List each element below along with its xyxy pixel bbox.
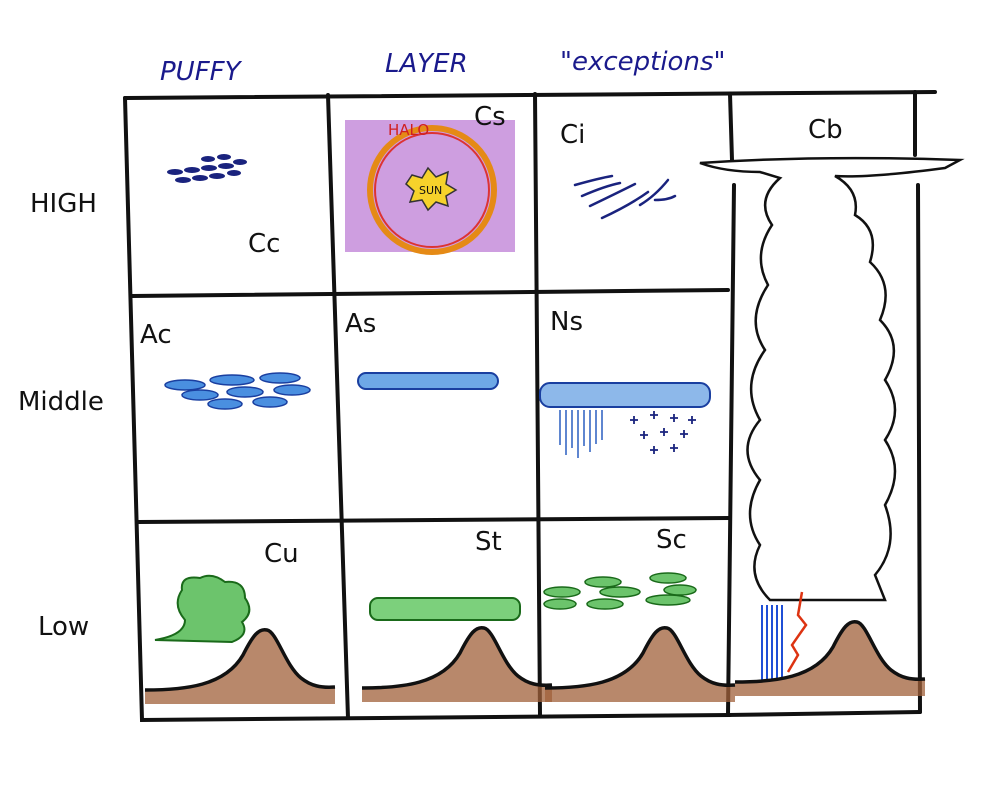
grid-line <box>123 96 732 723</box>
rain <box>559 410 603 458</box>
stratocumulus <box>543 572 697 610</box>
snow <box>630 411 696 454</box>
cell-label: Ac <box>140 320 172 350</box>
grid-line <box>533 92 542 717</box>
altostratus <box>357 372 499 390</box>
row-label: Low <box>38 612 89 642</box>
sun <box>405 166 458 212</box>
column-header: PUFFY <box>160 57 243 87</box>
cirrus <box>573 174 677 220</box>
grid-line <box>913 90 922 714</box>
halo-label: HALO <box>388 121 429 139</box>
halo-ring <box>374 132 490 248</box>
cell-label: As <box>345 309 376 339</box>
grid-line <box>130 288 730 298</box>
cumulus <box>154 574 251 644</box>
rain <box>761 605 783 680</box>
cell-label: Ns <box>550 307 583 337</box>
altocumulus <box>164 372 311 410</box>
grid-line <box>136 516 732 524</box>
cell-label: Cu <box>264 539 299 569</box>
cell-label: Ci <box>560 120 585 150</box>
halo-ring <box>367 125 497 255</box>
sun-label: SUN <box>419 184 442 197</box>
cumulonimbus <box>699 156 965 602</box>
cirrocumulus <box>167 154 247 183</box>
row-label: HIGH <box>30 189 97 219</box>
cell-label: St <box>475 527 502 557</box>
stratus <box>369 597 521 621</box>
column-header: LAYER <box>385 49 468 79</box>
column-header: "exceptions" <box>560 47 725 77</box>
grid-line <box>725 92 922 718</box>
cell-label: Cc <box>248 229 280 259</box>
grid-line <box>326 93 350 720</box>
cell-label: Sc <box>656 525 687 555</box>
cell-label: Cs <box>474 102 506 132</box>
nimbostratus <box>539 382 711 408</box>
lightning <box>786 591 808 673</box>
grid <box>123 90 937 723</box>
grid-line <box>123 90 937 100</box>
cell-label: Cb <box>808 115 843 145</box>
row-label: Middle <box>18 387 104 417</box>
